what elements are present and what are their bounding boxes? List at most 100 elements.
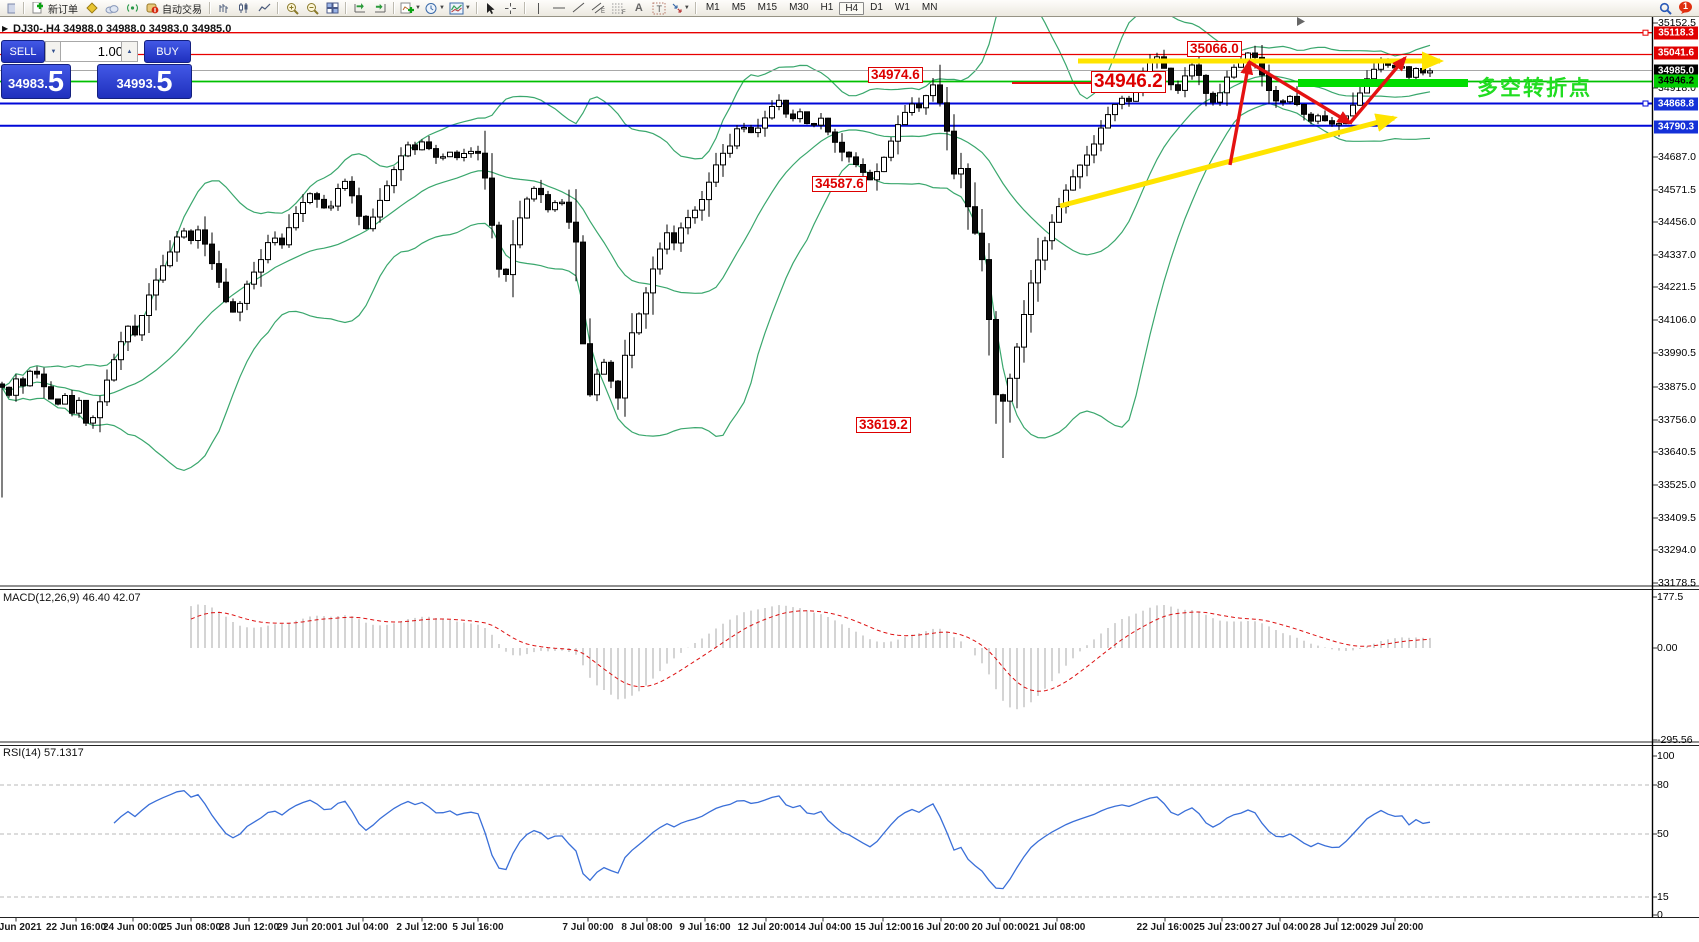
crosshair-icon[interactable]: [501, 1, 521, 16]
text-box-icon[interactable]: T: [649, 1, 669, 16]
timeframe-m5[interactable]: M5: [731, 1, 746, 13]
new-order-label: 新订单: [48, 4, 78, 16]
lot-size-input[interactable]: [60, 41, 127, 62]
timeframe-w1[interactable]: W1: [894, 1, 910, 13]
bollinger-upper-band: [1, 16, 1431, 388]
macd-scale-tick: -295.56: [1657, 734, 1693, 746]
tile-windows-icon[interactable]: [322, 1, 342, 16]
rsi-line: [113, 790, 1431, 890]
price-tick: 33409.5: [1658, 512, 1696, 524]
caret-down-icon: ▼: [464, 5, 471, 11]
new-order-button[interactable]: 新订单: [28, 1, 82, 16]
chart-shift-marker[interactable]: [1297, 17, 1305, 26]
equidistant-channel-icon[interactable]: E: [589, 1, 609, 16]
price-annotation-label[interactable]: 35066.0: [1187, 41, 1242, 58]
cursor-icon[interactable]: [481, 1, 501, 16]
main-price-pane[interactable]: [0, 0, 1652, 498]
time-axis-label: 15 Jul 12:00: [854, 922, 912, 933]
zoom-out-icon[interactable]: [302, 1, 322, 16]
one-click-trading-panel: SELL ▼ ▲ BUY 34983.5 34993.5: [1, 38, 192, 99]
svg-text:E: E: [601, 9, 605, 14]
cloud-icon[interactable]: [102, 1, 122, 16]
buy-price-pips: 5: [156, 66, 173, 98]
buy-button[interactable]: BUY: [144, 40, 191, 63]
time-axis-label: 5 Jul 16:00: [452, 922, 504, 933]
notification-icon[interactable]: 1: [1678, 1, 1693, 18]
red-swing-arrow[interactable]: [1228, 59, 1254, 166]
time-axis-label: 29 Jun 20:00: [276, 922, 338, 933]
line-handle[interactable]: [1642, 100, 1649, 107]
sell-button[interactable]: SELL: [1, 40, 45, 63]
timeframe-h4[interactable]: H4: [839, 1, 865, 15]
notification-count: 1: [1683, 1, 1689, 11]
price-tick: 33525.0: [1658, 479, 1696, 491]
quotes-icon[interactable]: [82, 1, 102, 16]
time-axis-label: 1 Jun 2021: [0, 922, 42, 933]
time-axis-label: 1 Jul 04:00: [337, 922, 389, 933]
price-annotation-label[interactable]: 34587.6: [812, 176, 867, 193]
line-chart-icon[interactable]: [254, 1, 274, 16]
price-annotation-label[interactable]: 33619.2: [856, 417, 911, 434]
fibonacci-icon[interactable]: F: [609, 1, 629, 16]
timeframe-m1[interactable]: M1: [705, 1, 720, 13]
text-label-icon[interactable]: A: [634, 2, 643, 14]
symbol-marker-icon: ▶: [2, 24, 9, 33]
buy-price: 34993.: [116, 76, 157, 91]
time-axis-label: 25 Jun 08:00: [160, 922, 222, 933]
time-axis-label: 14 Jul 04:00: [794, 922, 852, 933]
add-indicator-icon[interactable]: ▼: [398, 1, 423, 16]
red-swing-arrow[interactable]: [1348, 55, 1407, 125]
bull-bear-turning-point-note[interactable]: 多空转折点: [1477, 77, 1592, 100]
price-line-badge: 34790.3: [1654, 120, 1698, 134]
trendline-icon[interactable]: [569, 1, 589, 16]
auto-scroll-icon[interactable]: [350, 1, 370, 16]
timeframe-d1[interactable]: D1: [870, 1, 883, 13]
macd-scale-tick: 0.00: [1657, 642, 1678, 654]
time-axis-label: 27 Jul 04:00: [1251, 922, 1309, 933]
caret-down-icon: ▼: [683, 5, 690, 11]
arrows-objects-icon[interactable]: ▼: [669, 1, 692, 16]
sell-price: 34983.: [8, 76, 48, 91]
signal-icon[interactable]: [122, 1, 142, 16]
templates-icon[interactable]: ▼: [447, 1, 473, 16]
timeframe-m15[interactable]: M15: [757, 1, 778, 13]
rsi-scale-tick: 50: [1657, 828, 1669, 840]
buy-price-button[interactable]: 34993. 5: [97, 64, 192, 99]
price-line-badge: 34985.0: [1654, 64, 1698, 78]
horizontal-line-icon[interactable]: [549, 1, 569, 16]
zoom-in-icon[interactable]: [282, 1, 302, 16]
period-clock-icon[interactable]: ▼: [423, 1, 447, 16]
time-axis-label: 28 Jun 12:00: [218, 922, 280, 933]
bollinger-middle-band: [1, 75, 1431, 397]
yellow-trend-arrow[interactable]: [1059, 113, 1398, 209]
rsi-pane[interactable]: [0, 784, 1652, 898]
bar-chart-icon[interactable]: [214, 1, 234, 16]
macd-indicator-label: MACD(12,26,9) 46.40 42.07: [3, 592, 141, 604]
sell-price-button[interactable]: 34983. 5: [1, 64, 71, 99]
window-icon[interactable]: [0, 1, 20, 16]
chart-title: DJ30-.H4 34988.0 34988.0 34983.0 34985.0: [13, 23, 232, 35]
timeframe-mn[interactable]: MN: [921, 1, 938, 13]
red-swing-arrow[interactable]: [1248, 60, 1353, 125]
auto-trading-button[interactable]: 自动交易: [142, 1, 206, 16]
timeframe-h1[interactable]: H1: [820, 1, 834, 13]
separator: [23, 2, 25, 14]
timeframe-m30[interactable]: M30: [789, 1, 809, 13]
price-tick: 33178.5: [1658, 577, 1696, 589]
time-axis-label: 2 Jul 12:00: [396, 922, 448, 933]
price-tick: 33756.0: [1658, 414, 1696, 426]
candlestick-chart-icon[interactable]: [234, 1, 254, 16]
price-tick: 34106.0: [1658, 314, 1696, 326]
lot-increase-button[interactable]: ▲: [121, 41, 138, 62]
chart-shift-icon[interactable]: [370, 1, 390, 16]
search-icon[interactable]: [1659, 2, 1672, 18]
price-tick: 34456.0: [1658, 216, 1696, 228]
svg-text:F: F: [622, 10, 626, 14]
macd-pane[interactable]: [190, 604, 1431, 710]
price-annotation-label[interactable]: 34946.2: [1091, 71, 1166, 93]
line-handle[interactable]: [1642, 29, 1649, 36]
price-annotation-label[interactable]: 34974.6: [868, 67, 923, 84]
rsi-scale-tick: 80: [1657, 779, 1669, 791]
vertical-line-icon[interactable]: [529, 1, 549, 16]
